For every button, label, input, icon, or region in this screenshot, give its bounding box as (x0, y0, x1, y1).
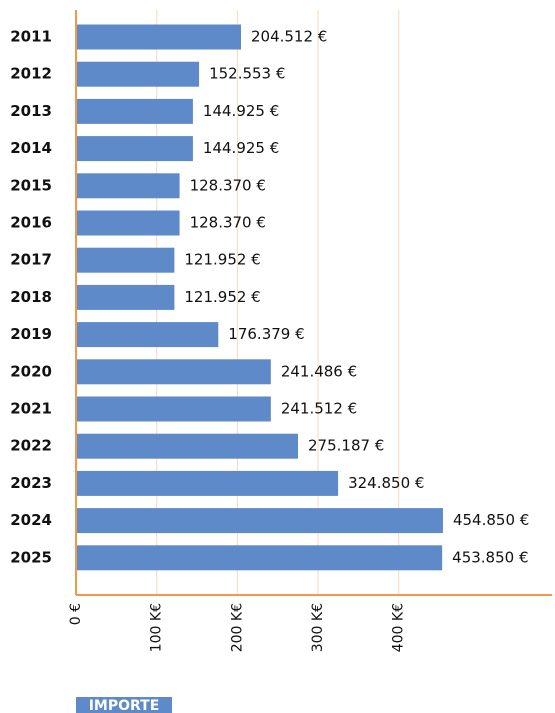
value-label: 204.512 € (251, 28, 327, 46)
bar (76, 545, 443, 571)
bar (76, 470, 339, 496)
bar (76, 433, 299, 459)
bar (76, 24, 241, 50)
value-label: 453.850 € (452, 548, 528, 566)
bar (76, 284, 175, 310)
y-tick-label: 2019 (10, 325, 52, 343)
y-tick-label: 2011 (10, 28, 52, 46)
y-tick-label: 2023 (10, 474, 52, 492)
y-tick-label: 2024 (10, 511, 52, 529)
y-tick-label: 2025 (10, 548, 52, 566)
bar (76, 322, 219, 348)
bar (76, 61, 200, 87)
value-label: 144.925 € (203, 139, 279, 157)
value-label: 241.486 € (281, 362, 357, 380)
x-tick-label: 300 K€ (310, 603, 326, 652)
y-tick-label: 2013 (10, 102, 52, 120)
bar (76, 98, 193, 124)
value-label: 121.952 € (184, 251, 260, 269)
y-tick-label: 2021 (10, 400, 52, 418)
x-tick-label: 400 K€ (391, 603, 407, 652)
y-tick-label: 2020 (10, 362, 52, 380)
bar (76, 508, 443, 534)
value-label: 275.187 € (308, 437, 384, 455)
value-label: 176.379 € (228, 325, 304, 343)
value-label: 128.370 € (190, 214, 266, 232)
x-label-box (76, 697, 172, 713)
x-tick-label: 100 K€ (149, 603, 165, 652)
x-tick-label: 200 K€ (229, 603, 245, 652)
bar (76, 359, 271, 385)
value-label: 144.925 € (203, 102, 279, 120)
y-tick-label: 2016 (10, 214, 52, 232)
value-label: 454.850 € (453, 511, 529, 529)
y-tick-label: 2022 (10, 437, 52, 455)
value-label: 241.512 € (281, 400, 357, 418)
value-label: 324.850 € (348, 474, 424, 492)
bar (76, 210, 180, 236)
value-label: 128.370 € (190, 176, 266, 194)
y-tick-label: 2015 (10, 176, 52, 194)
y-tick-label: 2017 (10, 251, 52, 269)
y-tick-label: 2012 (10, 65, 52, 83)
x-tick-label: 0 € (68, 603, 84, 625)
value-label: 121.952 € (184, 288, 260, 306)
y-tick-label: 2018 (10, 288, 52, 306)
y-tick-label: 2014 (10, 139, 52, 157)
bar (76, 173, 180, 199)
value-label: 152.553 € (209, 65, 285, 83)
bar (76, 136, 193, 162)
bar (76, 396, 271, 422)
bar (76, 247, 175, 273)
x-axis-label: IMPORTE (89, 698, 160, 713)
